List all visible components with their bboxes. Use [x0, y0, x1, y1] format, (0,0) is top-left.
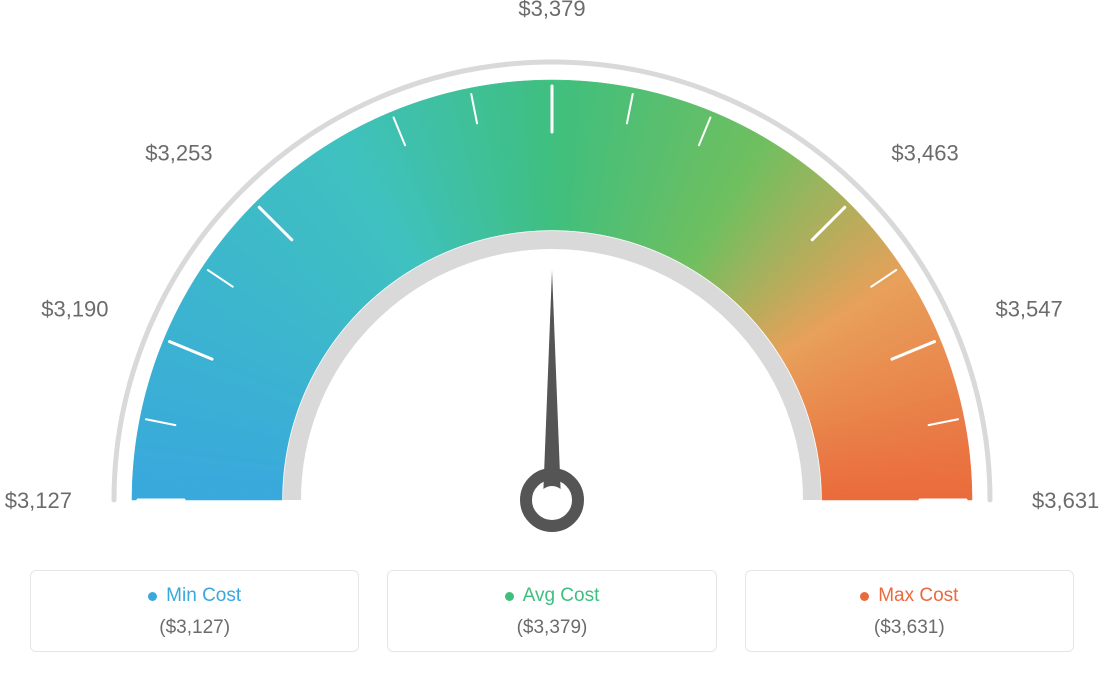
legend-value-min: ($3,127) [31, 617, 358, 639]
legend-title-max-text: Max Cost [878, 585, 958, 607]
gauge-tick-label: $3,463 [891, 141, 958, 166]
gauge-tick-label: $3,190 [41, 296, 108, 321]
legend-title-max: Max Cost [860, 585, 958, 607]
legend-title-avg: Avg Cost [505, 585, 600, 607]
gauge-svg: $3,127 $3,190 $3,253 $3,379 $3,463 $3,547 $3,6… [0, 0, 1104, 560]
legend-card-avg: Avg Cost ($3,379) [387, 570, 716, 652]
legend-row: Min Cost ($3,127) Avg Cost ($3,379) Max … [0, 570, 1104, 652]
gauge-tick-label: $3,631 [1032, 488, 1099, 513]
gauge-tick-label: $3,253 [145, 141, 212, 166]
legend-value-max: ($3,631) [746, 617, 1073, 639]
legend-card-min: Min Cost ($3,127) [30, 570, 359, 652]
gauge-tick-label: $3,127 [5, 488, 72, 513]
legend-title-min: Min Cost [148, 585, 241, 607]
legend-card-max: Max Cost ($3,631) [745, 570, 1074, 652]
legend-title-min-text: Min Cost [166, 585, 241, 607]
gauge-tick-label: $3,379 [518, 0, 585, 21]
legend-title-avg-text: Avg Cost [523, 585, 600, 607]
gauge-chart: $3,127 $3,190 $3,253 $3,379 $3,463 $3,547 $3,6… [0, 0, 1104, 560]
gauge-tick-label: $3,547 [995, 296, 1062, 321]
legend-value-avg: ($3,379) [388, 617, 715, 639]
